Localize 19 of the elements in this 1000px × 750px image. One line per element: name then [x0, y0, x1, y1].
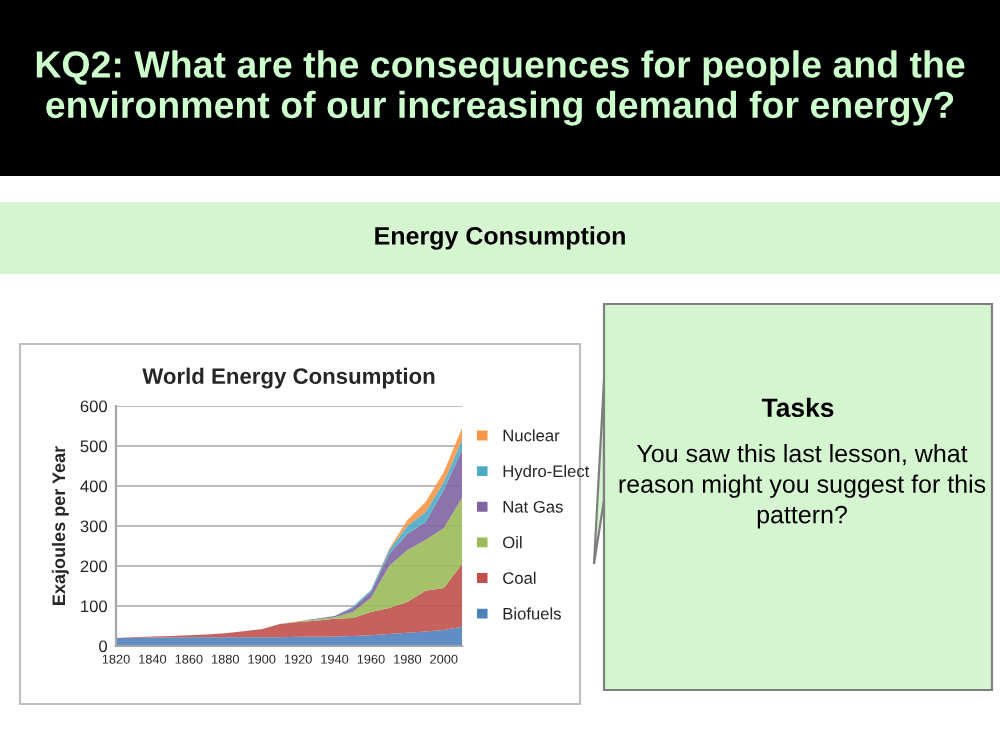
y-tick-label: 500	[80, 440, 108, 453]
y-tick-label: 400	[80, 480, 108, 493]
text: Tasks	[761, 397, 834, 418]
legend-label: Coal	[503, 571, 536, 584]
chart-title: World Energy Consumption	[142, 367, 435, 389]
text: KQ2: What are the consequences for people and the environment of our increasing demand for energy?	[36, 50, 965, 126]
legend-label: Hydro-Elect	[503, 464, 590, 481]
y-tick-label: 600	[80, 400, 108, 413]
text: You saw this last lesson, what reason might you suggest for this pattern?	[619, 444, 986, 529]
text: Energy Consumption	[375, 226, 625, 250]
y-tick-label: 300	[80, 520, 108, 533]
legend-label: Oil	[503, 536, 522, 549]
y-tick-label: 200	[80, 560, 108, 573]
y-tick-label: 0	[99, 640, 108, 653]
y-tick-label: 100	[81, 600, 108, 613]
legend-label: Nat Gas	[503, 500, 563, 513]
legend-label: Nuclear	[503, 429, 560, 442]
y-axis-title: Exajoules per Year	[51, 446, 69, 605]
legend-label: Biofuels	[503, 607, 561, 620]
